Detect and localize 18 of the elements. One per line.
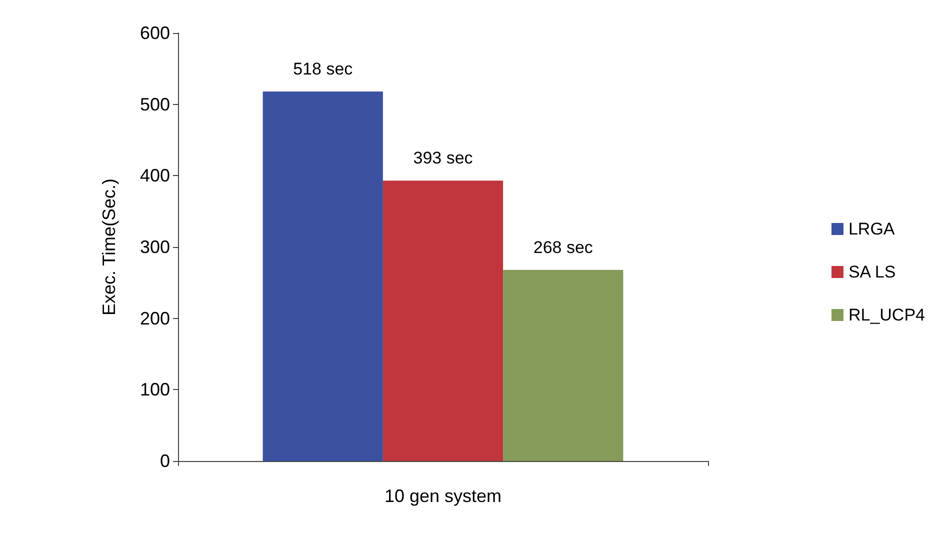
- bar: [382, 180, 504, 461]
- legend-label: LRGA: [848, 220, 896, 238]
- y-tick-label: 400: [140, 166, 170, 186]
- data-label: 518 sec: [293, 59, 354, 78]
- y-axis-title: Exec. Time(Sec.): [99, 178, 119, 316]
- data-label: 393 sec: [413, 148, 474, 168]
- y-tick-label: 600: [140, 23, 170, 43]
- x-tick-label: 10 gen system: [384, 486, 502, 506]
- bar: [503, 270, 624, 461]
- bar: [262, 91, 383, 461]
- y-tick-label: 500: [140, 94, 170, 114]
- y-tick-label: 0: [160, 451, 170, 471]
- y-tick-label: 200: [140, 308, 170, 328]
- data-label: 268 sec: [533, 238, 594, 257]
- y-tick-label: 300: [140, 237, 170, 257]
- y-tick-label: 100: [140, 380, 170, 400]
- legend-label: SA LS: [848, 262, 896, 282]
- legend-label: RL_UCP4: [848, 306, 926, 324]
